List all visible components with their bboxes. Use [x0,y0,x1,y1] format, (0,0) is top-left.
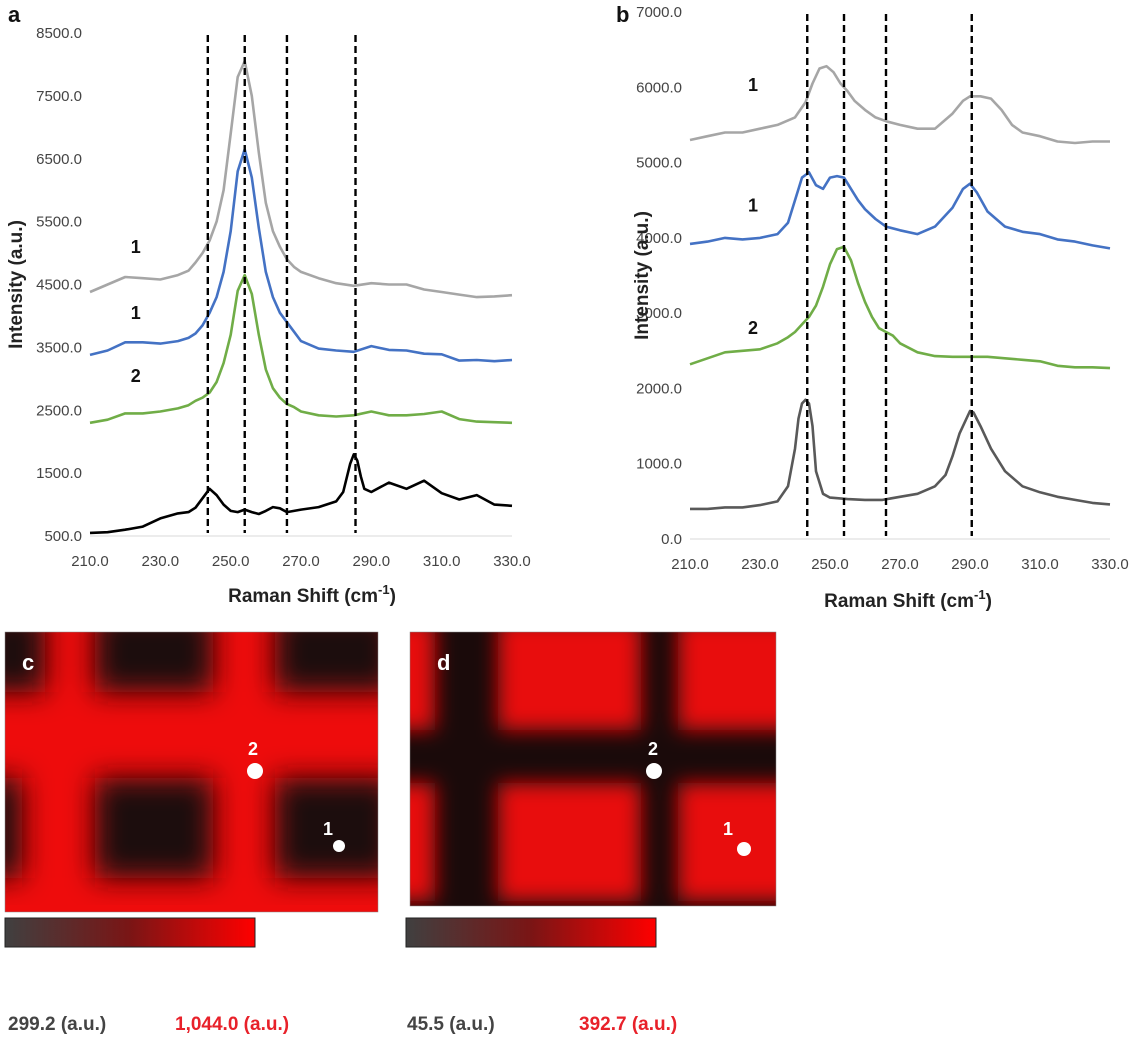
chart-b-ytick-label: 1000.0 [636,456,682,473]
map-d-point-2-label: 2 [648,739,658,759]
chart-a-ytick-label: 4500.0 [36,277,82,294]
raman-map-d [410,632,776,906]
chart-b-series-tag: 2 [748,318,758,338]
chart-b-xtick-label: 330.0 [1091,556,1129,573]
panel-d-letter: d [437,650,450,675]
chart-a: 500.0 1500.0 2500.0 3500.0 4500.0 5500.0 6500.… [6,25,531,607]
chart-a-xtick-label: 270.0 [282,553,320,570]
map-d-point-1-label: 1 [723,819,733,839]
chart-a-ytick-label: 3500.0 [36,339,82,356]
colorbar-c [4,917,256,948]
colorbar-c-low-label: 299.2 (a.u.) [8,1014,106,1035]
chart-b-xtick-label: 210.0 [671,556,709,573]
chart-b-series-line-1 [689,64,1110,145]
chart-a-xtick-label: 310.0 [423,553,461,570]
chart-a-ylabel: Intensity (a.u.) [6,220,27,349]
colorbar-c-high-label: 1,044.0 (a.u.) [175,1014,289,1035]
chart-b: 0.0 1000.0 2000.0 3000.0 4000.0 5000.0 6000.0 7… [632,4,1129,612]
chart-b-series-line-4 [690,398,1111,511]
chart-a-series-line-1 [89,59,513,299]
colorbar-d-low-label: 45.5 (a.u.) [407,1014,495,1035]
chart-b-ytick-label: 7000.0 [636,4,682,21]
chart-a-ytick-label: 2500.0 [36,402,82,419]
colorbar-d [405,917,657,948]
chart-b-series-line-2 [689,171,1111,250]
chart-a-ytick-label: 8500.0 [36,25,82,42]
chart-a-xlabel: Raman Shift (cm-1) [228,582,396,607]
chart-a-ytick-label: 6500.0 [36,151,82,168]
chart-a-ytick-label: 500.0 [44,528,82,545]
map-c-point-1-label: 1 [323,819,333,839]
panel-b-letter: b [616,2,629,27]
chart-b-ytick-label: 3000.0 [636,305,682,322]
chart-a-ytick-label: 7500.0 [36,88,82,105]
chart-b-xtick-label: 230.0 [741,556,779,573]
chart-b-series-tag: 1 [748,75,758,95]
map-c-point-2 [247,763,263,779]
chart-b-xlabel: Raman Shift (cm-1) [824,587,992,612]
panel-a-letter: a [8,2,21,27]
chart-b-xtick-label: 250.0 [811,556,849,573]
chart-a-xtick-label: 330.0 [493,553,531,570]
chart-a-series-tag: 1 [131,237,141,257]
chart-a-xtick-label: 210.0 [71,553,109,570]
chart-a-xtick-label: 290.0 [353,553,391,570]
chart-b-ytick-label: 0.0 [661,531,682,548]
chart-a-ytick-label: 1500.0 [36,465,82,482]
chart-a-series-line-3 [89,273,513,425]
chart-a-series-line-4 [89,452,513,535]
chart-a-series-tag: 1 [131,303,141,323]
chart-a-ytick-label: 5500.0 [36,214,82,231]
panel-c-letter: c [22,650,34,675]
chart-b-ytick-label: 6000.0 [636,79,682,96]
chart-b-ytick-label: 4000.0 [636,230,682,247]
chart-a-xtick-label: 230.0 [142,553,180,570]
map-d-point-2 [646,763,662,779]
chart-b-xtick-label: 290.0 [951,556,989,573]
map-c-point-1 [333,840,345,852]
raman-map-c [5,632,378,912]
chart-b-ytick-label: 5000.0 [636,155,682,172]
chart-a-series-line-2 [89,148,513,363]
map-c-point-2-label: 2 [248,739,258,759]
colorbar-d-high-label: 392.7 (a.u.) [579,1014,677,1035]
chart-b-ylabel: Intensity (a.u.) [632,211,653,340]
map-d-point-1 [737,842,751,856]
chart-b-series-line-3 [689,245,1111,370]
chart-b-xtick-label: 310.0 [1021,556,1059,573]
chart-a-series-tag: 2 [131,366,141,386]
chart-b-series-tag: 1 [748,196,758,216]
chart-b-ytick-label: 2000.0 [636,380,682,397]
chart-b-xtick-label: 270.0 [881,556,919,573]
chart-a-xtick-label: 250.0 [212,553,250,570]
